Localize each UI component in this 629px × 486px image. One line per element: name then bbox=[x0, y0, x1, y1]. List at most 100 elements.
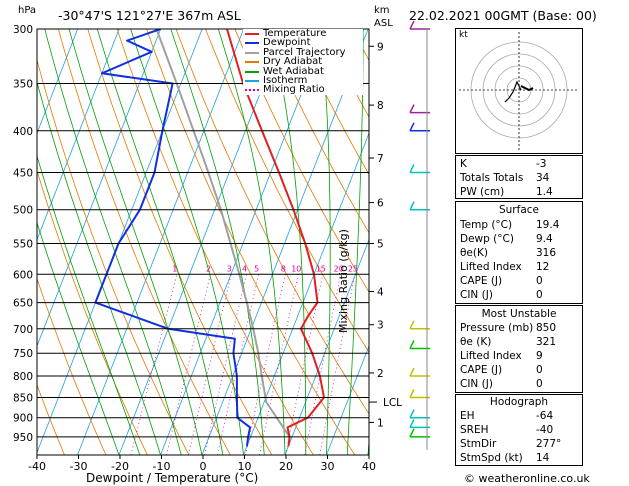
mu-value: 0 bbox=[536, 364, 543, 376]
pressure-tick-label: 350 bbox=[13, 79, 33, 91]
wind-barb-flag bbox=[409, 320, 415, 330]
isotherm-line bbox=[37, 29, 79, 135]
km-tick-label: 2 bbox=[377, 368, 384, 380]
legend-swatch bbox=[245, 42, 259, 45]
pressure-tick-label: 450 bbox=[13, 167, 33, 179]
legend-item: Wet Adiabat bbox=[243, 65, 363, 77]
hodo-key: StmDir bbox=[460, 438, 497, 450]
mixing-ratio-label: 5 bbox=[254, 264, 259, 273]
x-axis-label: Dewpoint / Temperature (°C) bbox=[86, 471, 259, 485]
x-tick-label: -40 bbox=[28, 460, 46, 473]
km-label: km bbox=[374, 5, 390, 16]
x-tick-label: 0 bbox=[200, 460, 207, 473]
hodograph-trace bbox=[504, 80, 522, 103]
legend-label: Isotherm bbox=[263, 74, 308, 86]
legend-label: Temperature bbox=[263, 28, 327, 39]
legend-swatch bbox=[245, 61, 259, 64]
dry-adiabat-line bbox=[293, 29, 369, 176]
index-key: K bbox=[460, 158, 467, 170]
km-tick-label: 4 bbox=[377, 287, 384, 299]
pressure-tick-label: 600 bbox=[13, 269, 33, 281]
hodo-value: 277° bbox=[536, 438, 562, 450]
mixing-ratio-line bbox=[245, 274, 286, 455]
credit: © weatheronline.co.uk bbox=[464, 472, 590, 485]
index-key: PW (cm) bbox=[460, 186, 505, 198]
hodograph-chart bbox=[455, 28, 583, 154]
mixing-ratio-line bbox=[217, 274, 260, 455]
surface-key: CAPE (J) bbox=[460, 275, 503, 287]
km-tick-label: 8 bbox=[377, 100, 384, 112]
pressure-tick-label: 750 bbox=[13, 348, 33, 360]
legend-item: Parcel Trajectory bbox=[243, 46, 363, 58]
mu-value: 850 bbox=[536, 322, 557, 334]
legend-item: Mixing Ratio bbox=[243, 84, 363, 96]
surface-value: 12 bbox=[536, 261, 550, 273]
wind-barb-flag bbox=[409, 20, 415, 30]
surface-key: CIN (J) bbox=[460, 289, 493, 301]
hodograph-table: Hodograph EH -64 SREH -40 StmDir 277° StmSp… bbox=[455, 394, 583, 466]
mixing-ratio-line bbox=[188, 274, 232, 455]
mu-value: 321 bbox=[536, 336, 557, 348]
wind-barb-flag bbox=[409, 122, 415, 132]
mixing-ratio-label: 2 bbox=[206, 264, 211, 273]
x-tick-label: -30 bbox=[70, 460, 88, 473]
mixing-ratio-label: 15 bbox=[316, 264, 326, 273]
mu-key: Lifted Index bbox=[460, 350, 522, 362]
mu-key: θe (K) bbox=[460, 336, 492, 348]
hodo-key: SREH bbox=[460, 424, 489, 436]
index-value: -3 bbox=[536, 158, 547, 170]
lcl-label: LCL bbox=[383, 397, 402, 409]
km-tick-label: 6 bbox=[377, 198, 384, 210]
hodograph-frame bbox=[455, 28, 583, 154]
mixing-ratio-label: 25 bbox=[348, 264, 358, 273]
surface-key: Dewp (°C) bbox=[460, 233, 514, 245]
index-value: 34 bbox=[536, 172, 550, 184]
legend-item: Dewpoint bbox=[243, 38, 363, 48]
wind-barb-flag bbox=[409, 340, 415, 349]
x-tick-label: 40 bbox=[362, 460, 376, 473]
dry-adiabat-line bbox=[58, 29, 231, 455]
most-unstable-table: Most Unstable Pressure (mb) 850 θe (K) 321… bbox=[455, 305, 583, 393]
km-tick-label: 7 bbox=[377, 153, 384, 165]
legend-swatch bbox=[245, 51, 259, 54]
hodo-value: -40 bbox=[536, 424, 554, 436]
legend: Temperature Dewpoint Parcel Trajectory Dry … bbox=[243, 29, 363, 95]
mixing-ratio-label: 8 bbox=[281, 264, 286, 273]
surface-value: 19.4 bbox=[536, 219, 560, 231]
wind-barb-flag bbox=[409, 164, 415, 173]
hodograph-storm-motion bbox=[520, 85, 534, 92]
most-unstable-title: Most Unstable bbox=[481, 308, 557, 320]
pressure-tick-label: 700 bbox=[13, 324, 33, 336]
wind-barb-flag bbox=[409, 428, 415, 438]
legend-label: Parcel Trajectory bbox=[263, 46, 346, 58]
pressure-tick-label: 900 bbox=[13, 413, 33, 425]
legend-label: Mixing Ratio bbox=[263, 84, 325, 96]
hodograph-title: Hodograph bbox=[489, 396, 549, 408]
legend-label: Dry Adiabat bbox=[263, 56, 323, 68]
hodo-key: StmSpd (kt) bbox=[460, 452, 523, 464]
x-tick-label: 10 bbox=[238, 460, 252, 473]
isotherm-line bbox=[37, 29, 162, 348]
x-tick-label: -10 bbox=[153, 460, 171, 473]
legend-item: Temperature bbox=[243, 28, 363, 39]
dry-adiabat-line bbox=[234, 29, 369, 293]
surface-key: θe(K) bbox=[460, 247, 488, 259]
x-tick-label: -20 bbox=[111, 460, 129, 473]
legend-swatch bbox=[245, 79, 259, 82]
legend-label: Wet Adiabat bbox=[263, 65, 324, 77]
index-value: 1.4 bbox=[536, 186, 553, 198]
km-tick-label: 5 bbox=[377, 238, 384, 250]
x-tick-label: 20 bbox=[279, 460, 293, 473]
isotherm-line bbox=[160, 29, 328, 455]
indices-table: K -3 Totals Totals 34 PW (cm) 1.4 bbox=[455, 155, 583, 199]
km-tick-label: 1 bbox=[377, 417, 384, 429]
mixing-ratio-line bbox=[304, 274, 342, 455]
km-tick-label: 3 bbox=[377, 320, 384, 332]
location-title: -30°47'S 121°27'E 367m ASL bbox=[58, 8, 241, 23]
isotherm-line bbox=[284, 238, 369, 455]
pressure-tick-label: 550 bbox=[13, 238, 33, 250]
wet-adiabat-line bbox=[37, 80, 161, 455]
legend-item: Isotherm bbox=[243, 74, 363, 86]
surface-key: Lifted Index bbox=[460, 261, 522, 273]
